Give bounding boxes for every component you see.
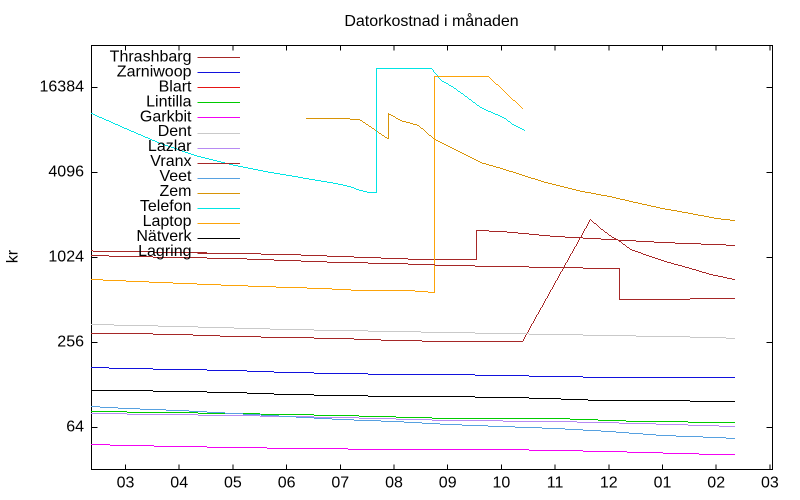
svg-text:11: 11 [547,474,564,491]
svg-text:05: 05 [224,474,242,491]
svg-text:Vranx: Vranx [150,153,191,170]
svg-text:01: 01 [654,474,672,491]
svg-text:Dent: Dent [158,123,192,140]
svg-text:Nätverk: Nätverk [136,228,192,245]
svg-text:Telefon: Telefon [140,198,192,215]
svg-text:64: 64 [66,418,84,435]
svg-text:03: 03 [761,474,779,491]
svg-text:kr: kr [5,249,22,263]
svg-text:Veet: Veet [159,168,192,185]
svg-text:12: 12 [600,474,618,491]
svg-text:03: 03 [117,474,135,491]
svg-text:Blart: Blart [159,78,192,95]
svg-text:4096: 4096 [48,163,84,180]
svg-text:Lintilla: Lintilla [146,93,191,110]
svg-text:16384: 16384 [40,78,85,95]
svg-text:09: 09 [439,474,457,491]
svg-text:06: 06 [278,474,296,491]
svg-text:Laptop: Laptop [143,213,192,230]
svg-text:Lagring: Lagring [138,243,191,260]
svg-text:10: 10 [493,474,511,491]
svg-text:1024: 1024 [48,248,84,265]
svg-text:Zem: Zem [160,183,192,200]
svg-text:04: 04 [170,474,188,491]
svg-text:07: 07 [331,474,349,491]
svg-text:Datorkostnad i månaden: Datorkostnad i månaden [344,12,518,30]
svg-text:08: 08 [385,474,403,491]
svg-text:256: 256 [57,333,84,350]
svg-text:Thrashbarg: Thrashbarg [110,48,192,65]
svg-text:Lazlar: Lazlar [148,138,192,155]
svg-text:02: 02 [707,474,725,491]
svg-text:Garkbit: Garkbit [140,108,192,125]
svg-text:Zarniwoop: Zarniwoop [117,63,192,80]
